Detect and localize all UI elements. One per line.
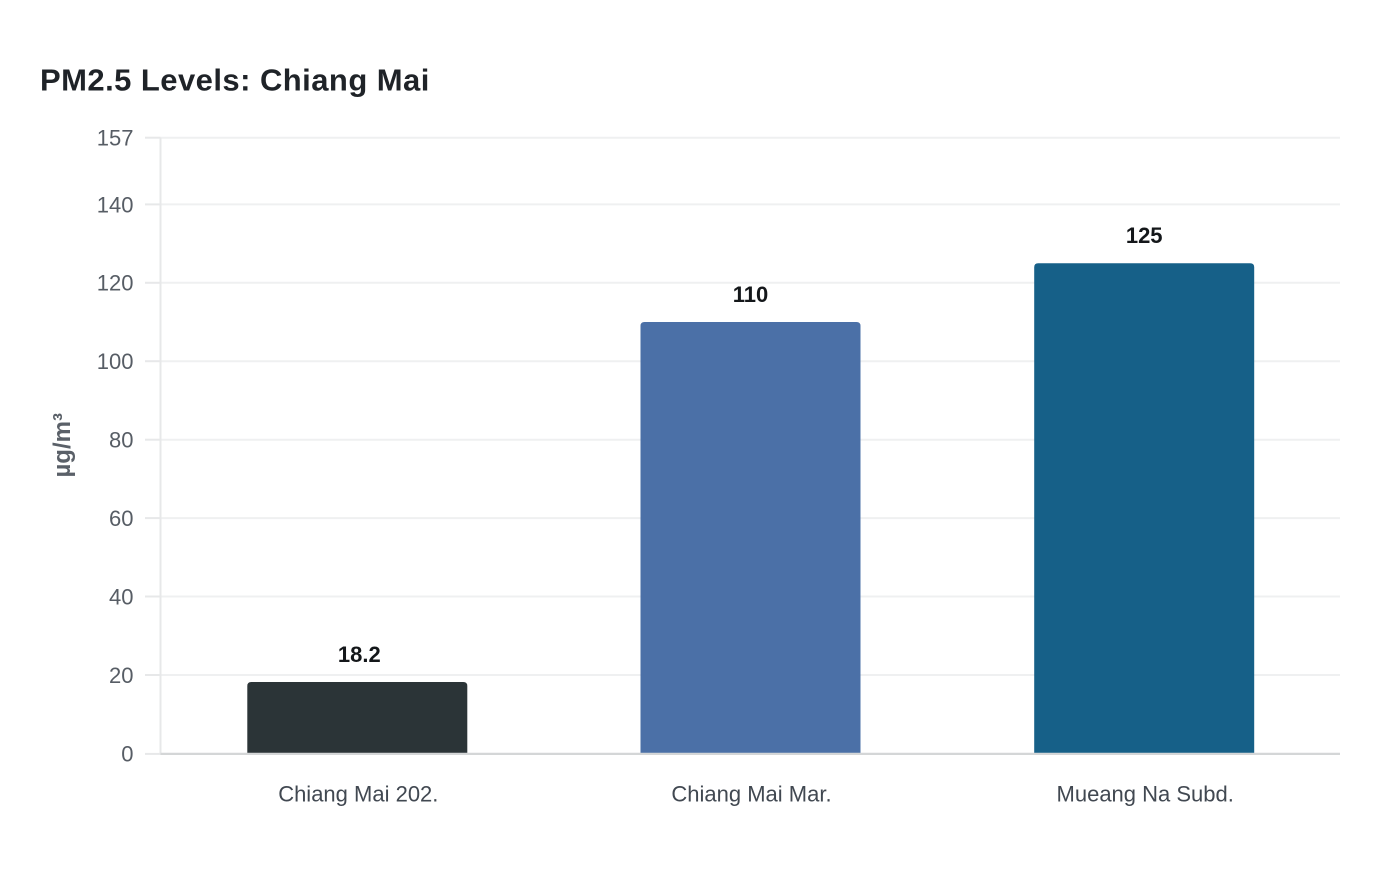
svg-text:80: 80 — [109, 428, 133, 453]
svg-text:18.2: 18.2 — [338, 642, 381, 667]
svg-text:40: 40 — [109, 584, 133, 609]
svg-text:µg/m³: µg/m³ — [49, 413, 76, 478]
svg-text:100: 100 — [97, 349, 134, 374]
svg-text:Chiang Mai Mar.: Chiang Mai Mar. — [671, 781, 831, 806]
svg-text:Mueang Na Subd.: Mueang Na Subd. — [1057, 781, 1234, 806]
svg-text:0: 0 — [121, 741, 133, 766]
svg-text:20: 20 — [109, 663, 133, 688]
svg-text:Chiang Mai 202.: Chiang Mai 202. — [278, 781, 438, 806]
svg-text:125: 125 — [1126, 223, 1163, 248]
svg-text:60: 60 — [109, 506, 133, 531]
svg-text:110: 110 — [733, 282, 769, 307]
svg-text:157: 157 — [97, 126, 134, 151]
svg-text:120: 120 — [97, 271, 134, 296]
svg-text:PM2.5 Levels: Chiang Mai: PM2.5 Levels: Chiang Mai — [40, 63, 430, 98]
svg-text:140: 140 — [97, 192, 134, 217]
